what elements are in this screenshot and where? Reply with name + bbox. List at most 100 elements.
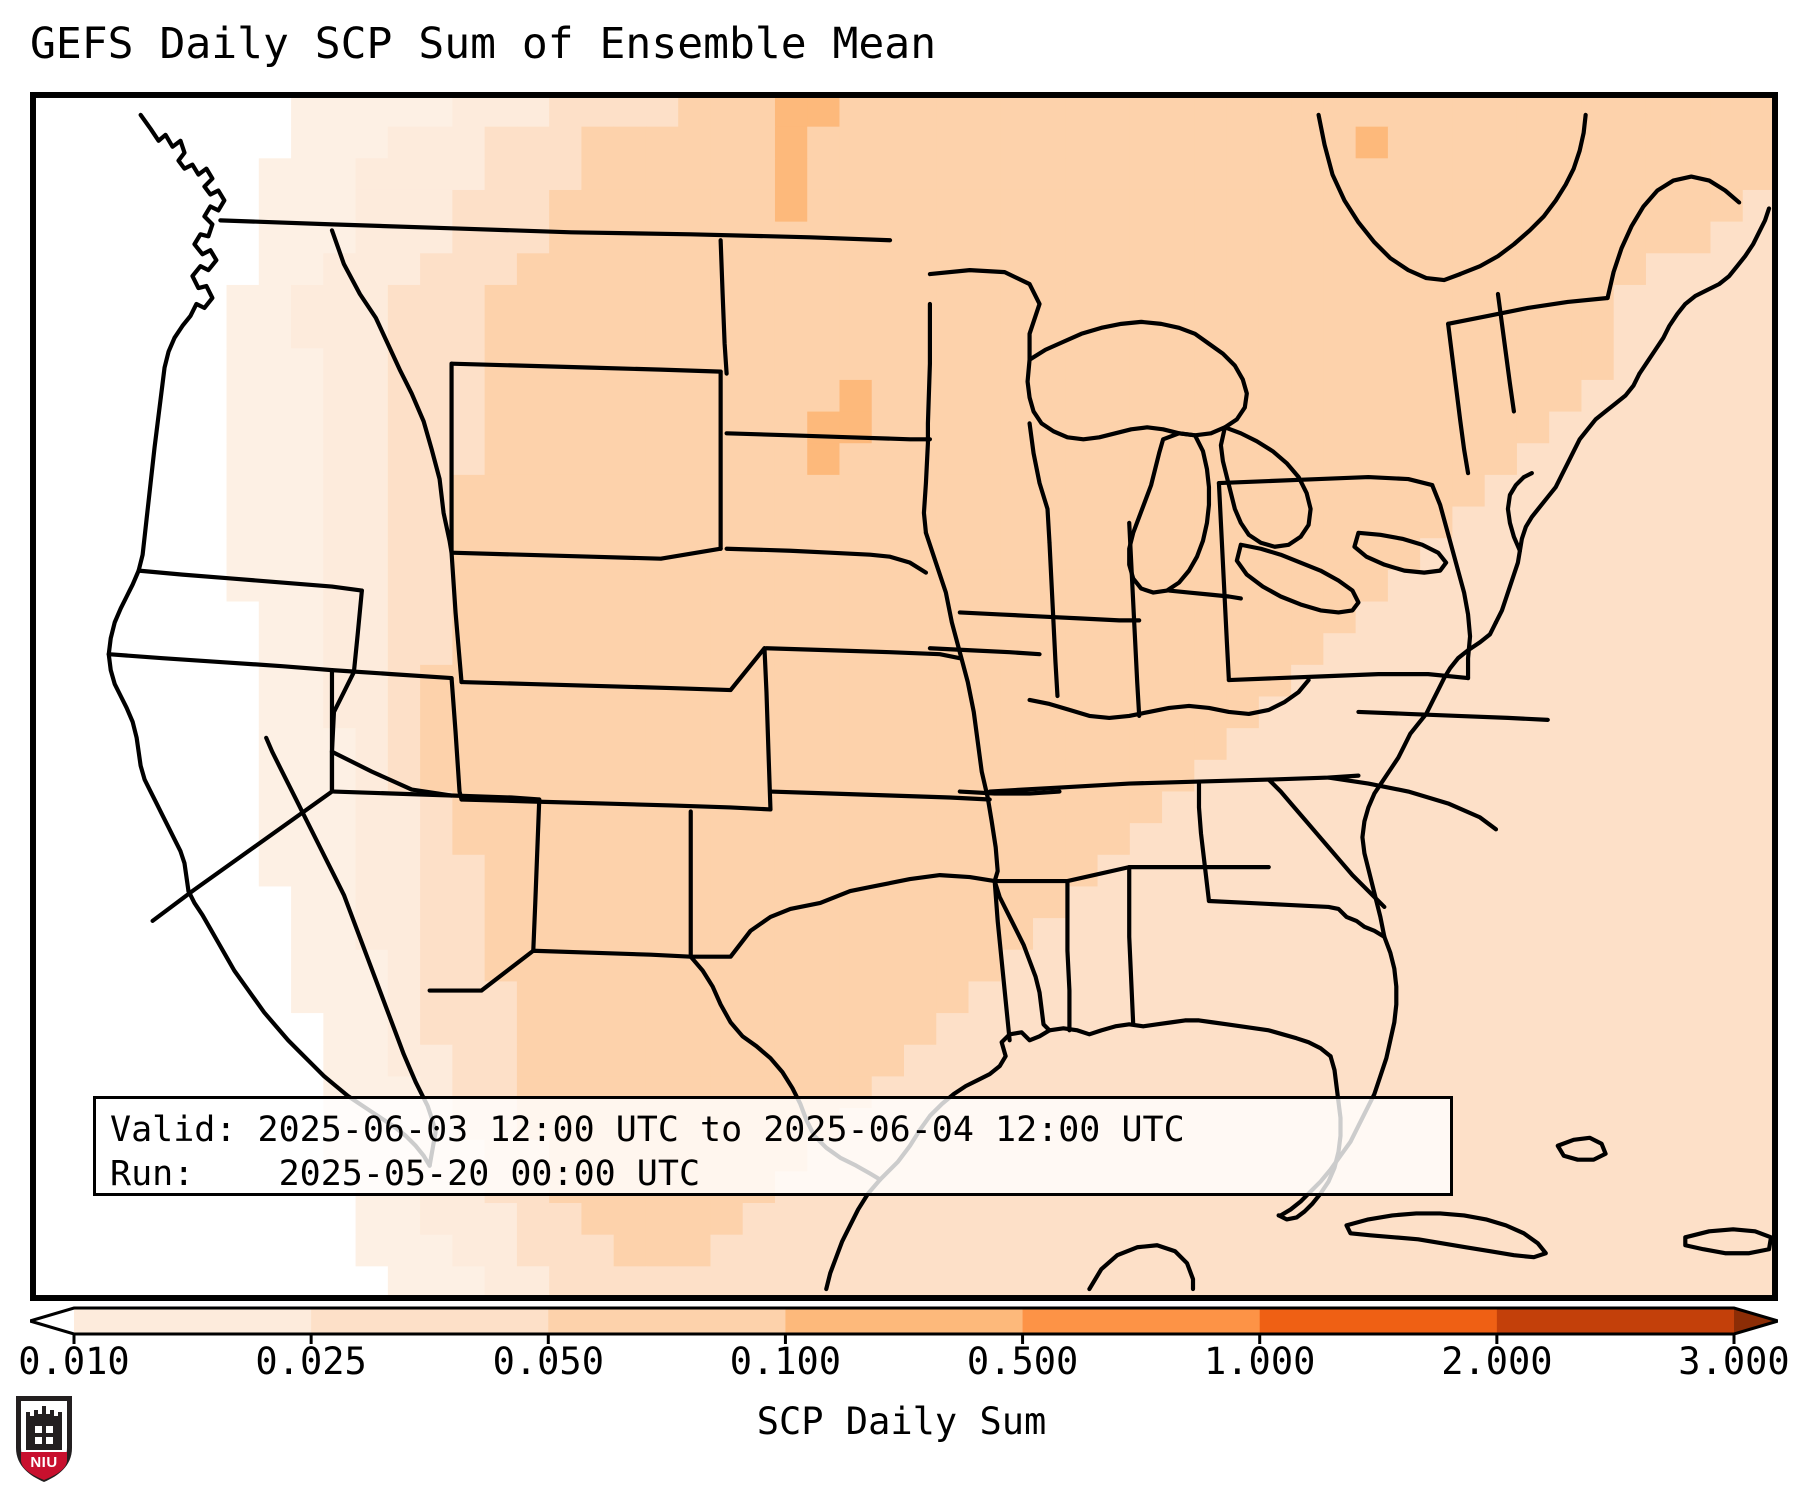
heatmap-cell [1452, 1108, 1486, 1141]
heatmap-cell [904, 126, 937, 159]
heatmap-cell [1742, 791, 1775, 824]
heatmap-cell [807, 411, 841, 444]
heatmap-cell [33, 1044, 66, 1077]
heatmap-cell [1065, 728, 1099, 761]
heatmap-cell [1710, 221, 1744, 254]
mississippi-alabama-border [1127, 865, 1136, 1027]
heatmap-cell [968, 1044, 1002, 1077]
heatmap-cell [65, 759, 99, 793]
heatmap-cell [1613, 379, 1647, 413]
heatmap-cell [807, 126, 841, 159]
heatmap-cell [1581, 569, 1615, 603]
heatmap-cell [1613, 348, 1647, 381]
heatmap-cell [258, 411, 292, 444]
heatmap-cell [516, 1044, 550, 1077]
heatmap-cell [97, 411, 131, 444]
heatmap-cell [452, 823, 486, 856]
heatmap-cell [968, 348, 1002, 381]
heatmap-cell [97, 538, 131, 571]
colorbar-canvas[interactable] [30, 1305, 1778, 1345]
heatmap-cell [1000, 696, 1034, 729]
heatmap-cell [1452, 949, 1486, 983]
newyork-vermont-border [1446, 321, 1471, 476]
heatmap-cell [1129, 918, 1163, 951]
heatmap-cell [129, 1044, 163, 1077]
heatmap-cell [807, 506, 841, 539]
heatmap-cell [258, 759, 292, 793]
heatmap-cell [678, 316, 712, 349]
heatmap-cell [452, 1203, 486, 1236]
heatmap-cell [1323, 696, 1357, 729]
map-canvas [33, 95, 1775, 1298]
heatmap-cell [1645, 538, 1679, 571]
heatmap-cell [1033, 886, 1066, 919]
heatmap-cell [1710, 601, 1744, 634]
heatmap-cell [452, 569, 486, 603]
heatmap-cell [1645, 253, 1679, 286]
heatmap-cell [420, 538, 453, 571]
pacific-coastline [106, 112, 227, 894]
heatmap-cell [1742, 569, 1775, 603]
heatmap-cell [1000, 189, 1034, 223]
logo-window-3 [35, 1437, 42, 1444]
heatmap-cell [1484, 886, 1518, 919]
cuba-outline [1344, 1211, 1548, 1260]
heatmap-cell [1516, 1203, 1550, 1236]
heatmap-cell [936, 506, 970, 539]
heatmap-cell [1452, 221, 1486, 254]
heatmap-cell [710, 253, 744, 286]
heatmap-cell [645, 284, 679, 318]
heatmap-cell [323, 759, 357, 793]
heatmap-cell [1000, 791, 1034, 824]
heatmap-cell [904, 569, 937, 603]
heatmap-cell [1613, 696, 1647, 729]
heatmap-cell [1613, 1044, 1647, 1077]
heatmap-cell [839, 949, 873, 983]
heatmap-cell [1097, 949, 1131, 983]
heatmap-cell [1678, 854, 1712, 888]
colorbar[interactable] [30, 1305, 1778, 1345]
heatmap-cell [1097, 284, 1131, 318]
heatmap-cell [936, 1234, 970, 1267]
heatmap-cell [1033, 918, 1066, 951]
heatmap-cell [516, 1203, 550, 1236]
heatmap-cell [1645, 1266, 1679, 1298]
heatmap-cell [1097, 664, 1131, 698]
heatmap-cell [1323, 1044, 1357, 1077]
heatmap-cell [807, 981, 841, 1014]
heatmap-cell [1645, 1139, 1679, 1172]
heatmap-cell [1226, 854, 1260, 888]
heatmap-cell [1323, 1234, 1357, 1267]
heatmap-cell [1129, 126, 1163, 159]
heatmap-cell [1678, 1266, 1712, 1298]
heatmap-cell [1452, 348, 1486, 381]
heatmap-cell [387, 443, 421, 476]
heatmap-cell [742, 158, 776, 191]
heatmap-cell [581, 221, 615, 254]
run-time-text: Run: 2025-05-20 00:00 UTC [110, 1154, 701, 1194]
heatmap-cell [1097, 253, 1131, 286]
heatmap-cell [226, 633, 260, 666]
heatmap-cell [1484, 633, 1518, 666]
heatmap-cell [129, 126, 163, 159]
heatmap-cell [1129, 379, 1163, 413]
heatmap-cell [1258, 126, 1292, 159]
heatmap-cell [129, 981, 163, 1014]
heatmap-cell [516, 284, 550, 318]
heatmap-cell [1710, 1044, 1744, 1077]
heatmap-cell [1549, 569, 1583, 603]
heatmap-cell [1097, 126, 1131, 159]
heatmap-cell [1678, 1013, 1712, 1046]
heatmap-cell [1452, 284, 1486, 318]
heatmap-cell [452, 379, 486, 413]
heatmap-cell [1162, 221, 1195, 254]
heatmap-cell [1516, 1171, 1550, 1204]
canada-shoreline-east [1457, 112, 1588, 277]
heatmap-cell [65, 1139, 99, 1172]
heatmap-cell [1742, 728, 1775, 761]
heatmap-cell [194, 1044, 228, 1077]
heatmap-cell [1291, 633, 1324, 666]
heatmap-cell [1645, 854, 1679, 888]
heatmap-cell [33, 316, 66, 349]
heatmap-cell [1420, 728, 1454, 761]
